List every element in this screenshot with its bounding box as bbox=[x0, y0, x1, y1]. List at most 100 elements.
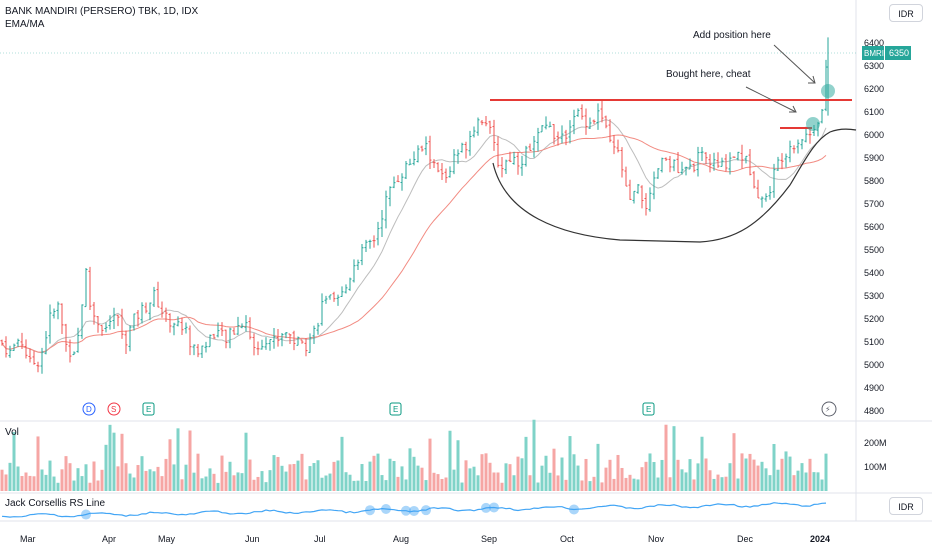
buy-point-circle[interactable] bbox=[806, 117, 820, 131]
ticker-badge bbox=[862, 46, 884, 60]
ohlc-bar bbox=[580, 104, 584, 120]
volume-bar bbox=[12, 432, 16, 491]
add-position-arrow[interactable] bbox=[773, 44, 816, 84]
volume-bar bbox=[676, 459, 680, 491]
volume-tick: 100M bbox=[864, 462, 887, 472]
ohlc-bar bbox=[712, 152, 716, 171]
moving-average-lines bbox=[1, 119, 827, 354]
news-marker[interactable] bbox=[821, 401, 837, 417]
volume-tick: 200M bbox=[864, 438, 887, 448]
volume-bar bbox=[224, 471, 228, 491]
price-tick: 5000 bbox=[864, 360, 884, 370]
ohlc-bar bbox=[60, 303, 64, 334]
ohlc-bar bbox=[536, 127, 540, 152]
news-marker-label: ⚡ bbox=[825, 405, 831, 414]
volume-bar bbox=[488, 462, 492, 491]
volume-bar bbox=[644, 461, 648, 491]
rs-new-high-dot bbox=[81, 509, 91, 520]
ohlc-bar bbox=[48, 304, 52, 344]
volume-bar bbox=[308, 466, 312, 491]
volume-bar bbox=[520, 458, 524, 491]
volume-bar bbox=[408, 448, 412, 491]
price-tick: 5400 bbox=[864, 268, 884, 278]
earnings-marker[interactable] bbox=[642, 402, 655, 416]
earnings-marker[interactable] bbox=[389, 402, 402, 416]
ohlc-bar bbox=[92, 301, 96, 325]
volume-bar bbox=[132, 477, 136, 491]
earnings-marker[interactable] bbox=[142, 402, 155, 416]
rs-new-high-dot bbox=[401, 505, 411, 516]
volume-bar bbox=[460, 482, 464, 491]
ohlc-bar bbox=[420, 145, 424, 152]
volume-bar bbox=[16, 466, 20, 491]
rs-new-high-dot bbox=[409, 505, 419, 516]
cup-and-handle-drawing[interactable] bbox=[492, 128, 857, 243]
volume-bar bbox=[732, 433, 736, 491]
volume-bar bbox=[708, 470, 712, 491]
ohlc-bar bbox=[704, 152, 708, 165]
ohlc-bar bbox=[584, 108, 588, 135]
ohlc-bar bbox=[284, 331, 288, 339]
dividend-marker[interactable] bbox=[82, 402, 96, 416]
price-axis[interactable]: 6400 6300 6200 6100 6000 5900 5800 5700 … bbox=[864, 38, 884, 416]
annotation-bought-here[interactable]: Bought here, cheat bbox=[666, 69, 751, 80]
ohlc-bar bbox=[384, 190, 388, 229]
volume-bar bbox=[728, 463, 732, 491]
volume-bar bbox=[36, 436, 40, 491]
ohlc-bar bbox=[328, 294, 332, 300]
volume-bar bbox=[84, 464, 88, 491]
volume-bar bbox=[720, 477, 724, 491]
volume-bar bbox=[580, 480, 584, 491]
volume-bar bbox=[504, 463, 508, 491]
volume-bar bbox=[196, 453, 200, 491]
ohlc-bar bbox=[400, 173, 404, 191]
ohlc-bar bbox=[136, 310, 140, 327]
ohlc-bar bbox=[392, 176, 396, 189]
volume-bar bbox=[536, 482, 540, 491]
volume-bar bbox=[88, 482, 92, 491]
ohlc-bar bbox=[356, 259, 360, 270]
volume-bar bbox=[568, 436, 572, 491]
ohlc-bar bbox=[184, 322, 188, 334]
volume-bar bbox=[400, 466, 404, 491]
indicator-label[interactable]: EMA/MA bbox=[5, 19, 45, 30]
currency-button[interactable]: IDR bbox=[889, 4, 923, 22]
rs-currency-button[interactable]: IDR bbox=[889, 497, 923, 515]
ohlc-bar bbox=[656, 168, 660, 179]
volume-bar bbox=[220, 455, 224, 491]
volume-bar bbox=[432, 472, 436, 491]
ohlc-bar bbox=[424, 136, 428, 156]
volume-bar bbox=[68, 463, 72, 491]
price-tick: 5300 bbox=[864, 291, 884, 301]
ohlc-bar bbox=[72, 351, 76, 356]
annotation-add-position[interactable]: Add position here bbox=[693, 30, 771, 41]
volume-bar bbox=[160, 476, 164, 491]
volume-bar bbox=[184, 464, 188, 491]
volume-bar bbox=[244, 432, 248, 491]
earnings-marker-label: E bbox=[646, 405, 651, 414]
price-tick: 4800 bbox=[864, 406, 884, 416]
symbol-title[interactable]: BANK MANDIRI (PERSERO) TBK, 1D, IDX bbox=[5, 6, 199, 17]
bought-arrow[interactable] bbox=[745, 86, 797, 113]
volume-bar bbox=[468, 468, 472, 491]
volume-bar bbox=[128, 473, 132, 491]
volume-bar bbox=[168, 439, 172, 491]
volume-bar bbox=[300, 453, 304, 491]
rs-line-label[interactable]: Jack Corsellis RS Line bbox=[5, 498, 106, 509]
volume-bar bbox=[812, 472, 816, 491]
add-point-circle[interactable] bbox=[821, 84, 835, 98]
volume-bar bbox=[24, 472, 28, 491]
ohlc-bar bbox=[364, 239, 368, 253]
volume-bar bbox=[304, 479, 308, 491]
ohlc-bar bbox=[568, 120, 572, 144]
volume-bar bbox=[140, 456, 144, 491]
price-tick: 5600 bbox=[864, 222, 884, 232]
ohlc-bar bbox=[564, 129, 568, 146]
split-marker[interactable] bbox=[107, 402, 121, 416]
event-markers[interactable]: D S E E E ⚡ bbox=[82, 401, 837, 417]
ohlc-bar bbox=[752, 171, 756, 189]
volume-label[interactable]: Vol bbox=[5, 427, 19, 438]
volume-bar bbox=[480, 454, 484, 491]
ohlc-bar bbox=[160, 301, 164, 318]
